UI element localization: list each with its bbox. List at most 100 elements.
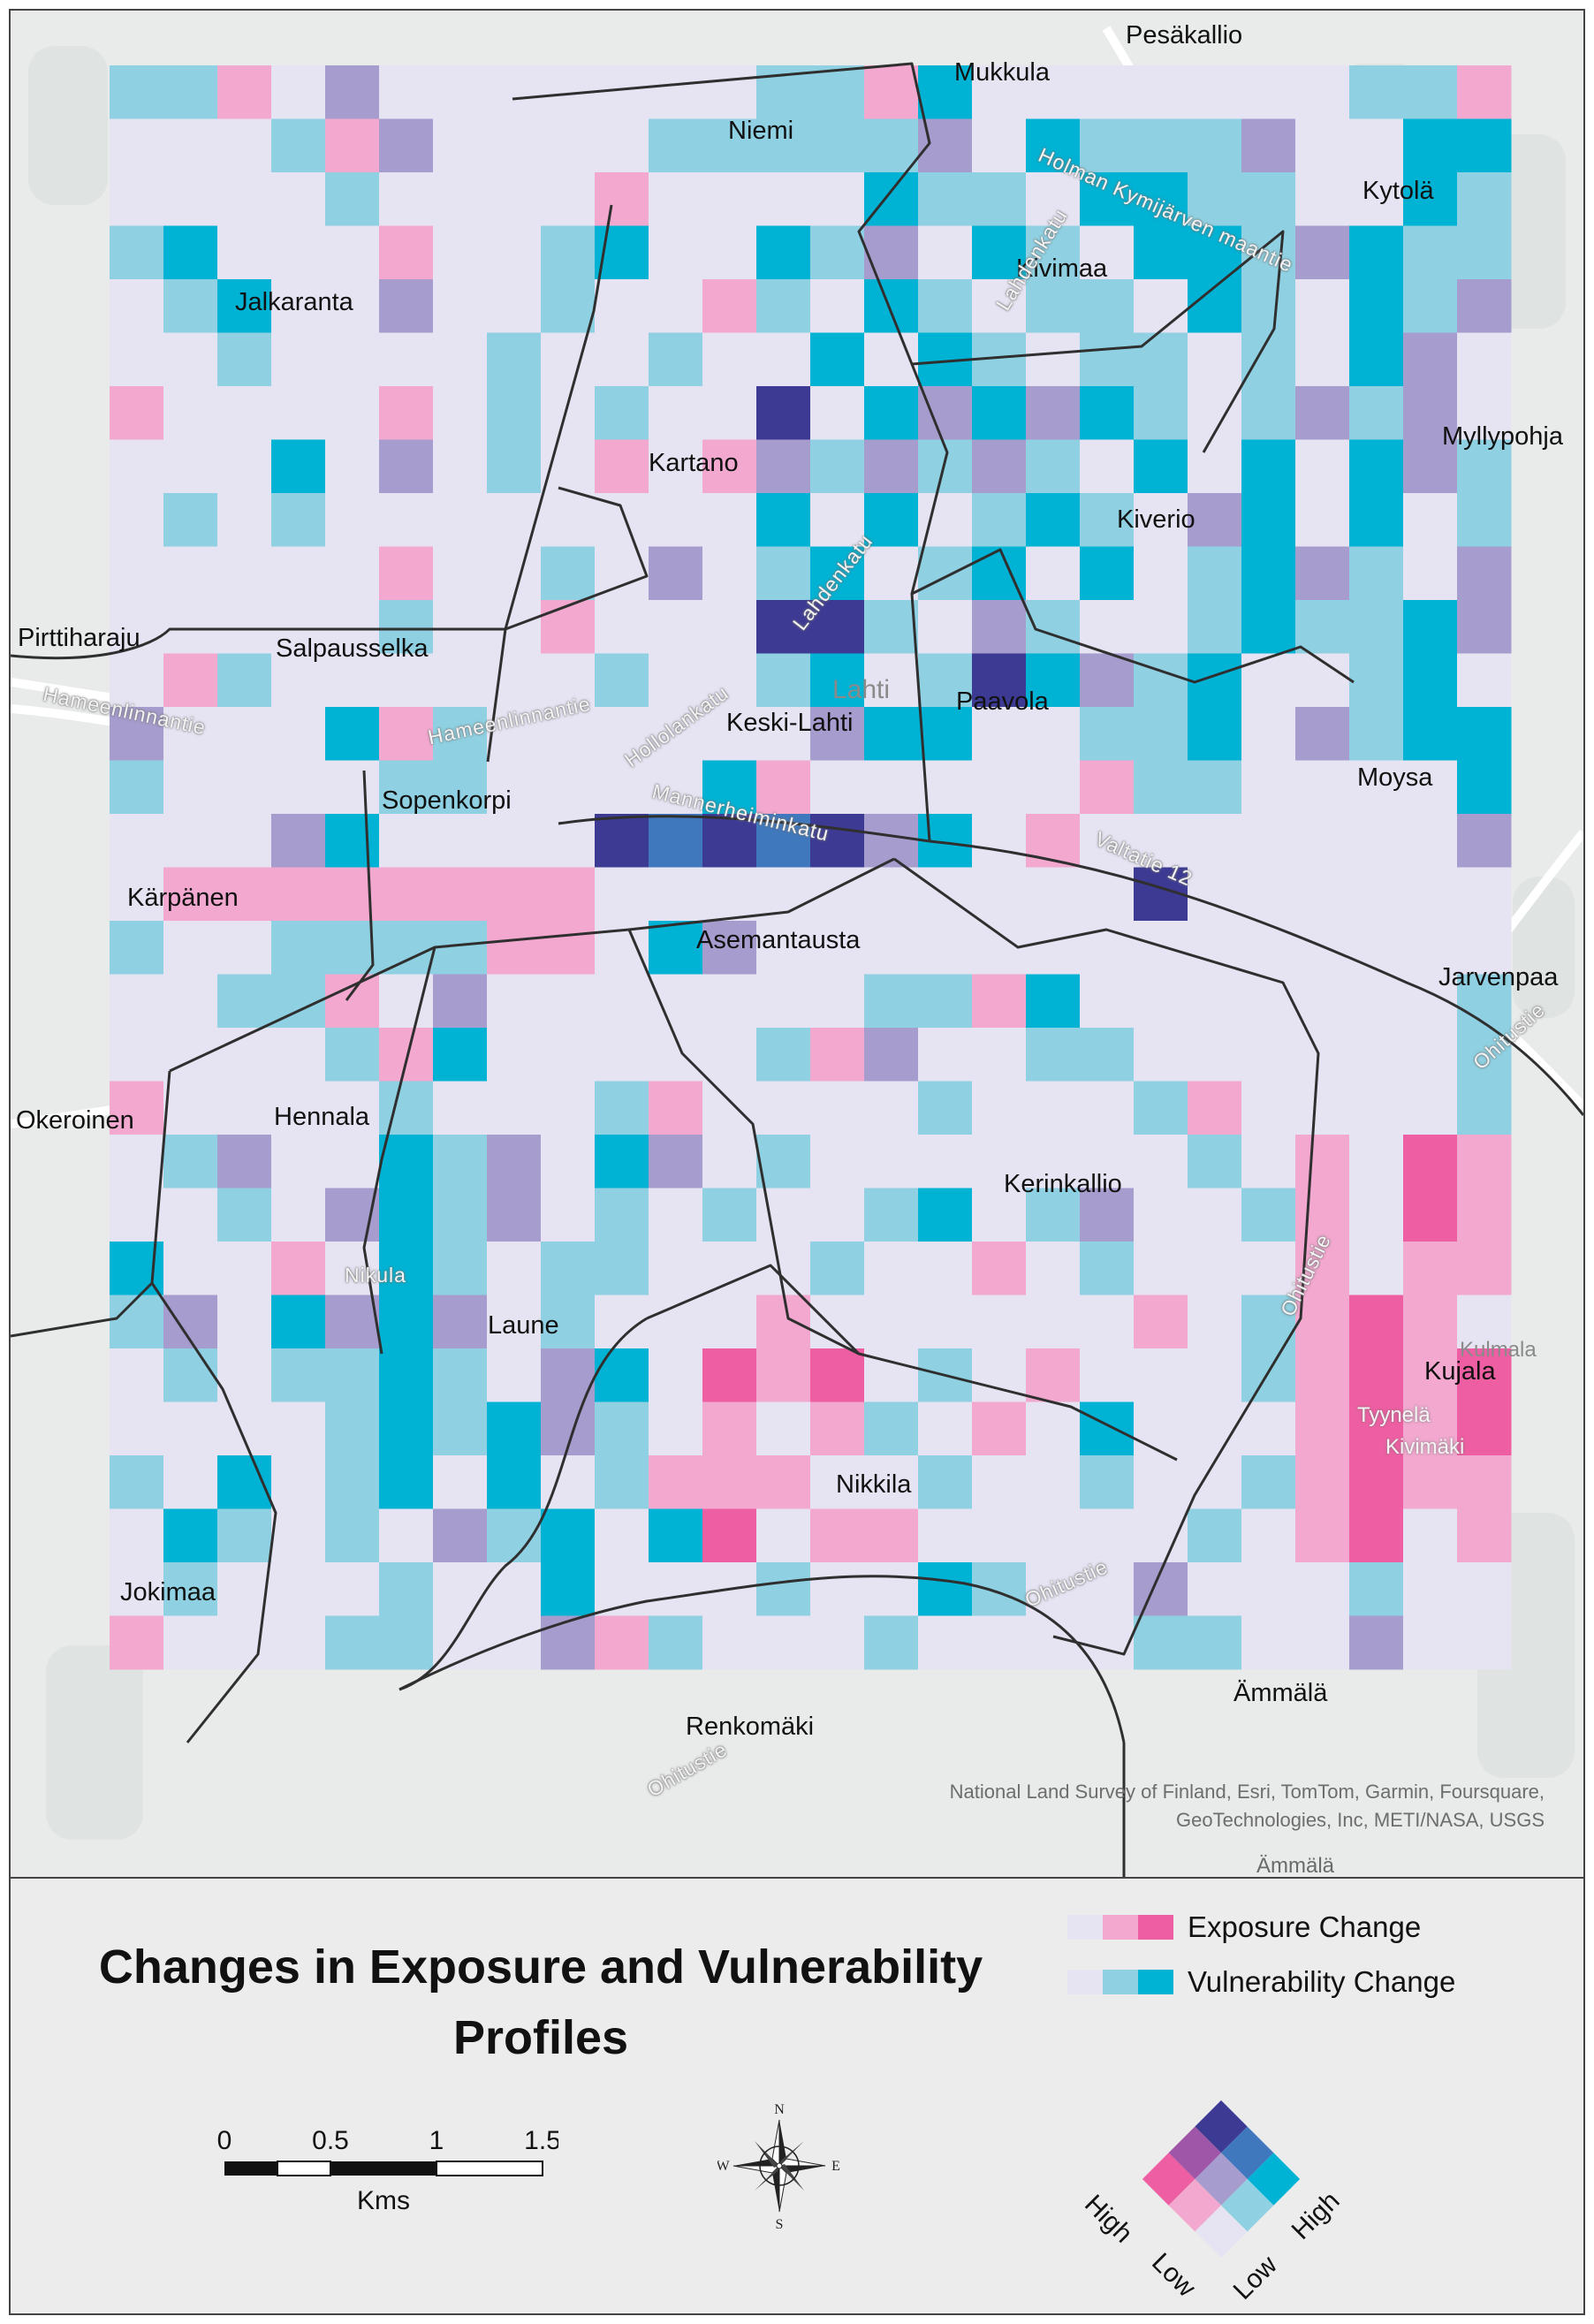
grid-cell [972, 1188, 1027, 1242]
grid-cell [1080, 814, 1135, 868]
grid-cell [918, 279, 973, 333]
grid-cell [1457, 707, 1512, 761]
grid-cell [433, 1295, 488, 1349]
grid-cell [1241, 386, 1296, 440]
grid-cell [1403, 1401, 1458, 1456]
grid-cell [1188, 332, 1242, 387]
grid-cell [864, 386, 919, 440]
grid-cell [1457, 439, 1512, 494]
grid-cell [1403, 867, 1458, 922]
bivariate-low-right: Low [1228, 2250, 1283, 2305]
grid-cell [1026, 118, 1081, 173]
grid-cell [487, 1081, 542, 1135]
grid-cell [918, 546, 973, 601]
grid-cell [271, 493, 326, 547]
grid-cell [918, 974, 973, 1029]
grid-cell [810, 760, 865, 815]
grid-cell [325, 1401, 380, 1456]
grid-cell [972, 653, 1027, 708]
grid-cell [702, 439, 757, 494]
grid-cell [756, 172, 811, 226]
grid-cell [649, 867, 703, 922]
grid-cell [110, 1455, 164, 1509]
grid-cell [1080, 1615, 1135, 1670]
grid-cell [325, 760, 380, 815]
grid-cell [649, 653, 703, 708]
grid-cell [379, 921, 434, 975]
grid-cell [325, 439, 380, 494]
grid-cell [1295, 386, 1350, 440]
grid-cell [649, 760, 703, 815]
district-label-asemantausta: Asemantausta [696, 926, 861, 954]
grid-cell [1188, 814, 1242, 868]
grid-cell [702, 1135, 757, 1189]
grid-cell [379, 118, 434, 173]
grid-cell [110, 974, 164, 1029]
grid-cell [595, 600, 649, 654]
grid-cell [110, 493, 164, 547]
grid-cell [918, 1028, 973, 1082]
grid-cell [271, 172, 326, 226]
grid-cell [595, 1401, 649, 1456]
grid-cell [595, 1028, 649, 1082]
grid-cell [595, 814, 649, 868]
grid-cell [864, 1081, 919, 1135]
grid-cell [1241, 814, 1296, 868]
grid-cell [1134, 1508, 1188, 1563]
grid-cell [1295, 1348, 1350, 1402]
grid-cell [1241, 118, 1296, 173]
grid-cell [756, 225, 811, 280]
grid-cell [864, 279, 919, 333]
scale-bar: 0 0.5 1 1.5 Kms [217, 2126, 558, 2215]
grid-cell [756, 1135, 811, 1189]
grid-cell [110, 760, 164, 815]
grid-cell [972, 1508, 1027, 1563]
grid-cell [1026, 1081, 1081, 1135]
grid-cell [433, 1562, 488, 1616]
grid-cell [1349, 653, 1404, 708]
grid-cell [649, 332, 703, 387]
grid-cell [1349, 225, 1404, 280]
grid-cell [972, 1401, 1027, 1456]
grid-cell [1403, 600, 1458, 654]
grid-cell [433, 1401, 488, 1456]
grid-cell [541, 1188, 596, 1242]
grid-cell [1403, 65, 1458, 119]
grid-cell [325, 707, 380, 761]
grid-cell [487, 225, 542, 280]
grid-cell [1241, 546, 1296, 601]
grid-cell [1188, 600, 1242, 654]
district-label-kivimaa: Kivimaa [1016, 254, 1108, 283]
grid-cell [325, 600, 380, 654]
grid-cell [1188, 118, 1242, 173]
legend-vulnerability: Vulnerability Change [1067, 1965, 1455, 1999]
grid-cell [379, 760, 434, 815]
grid-cell [1241, 1188, 1296, 1242]
grid-cell [110, 1562, 164, 1616]
grid-cell [1349, 600, 1404, 654]
grid-cell [810, 439, 865, 494]
grid-cell [110, 814, 164, 868]
grid-cell [541, 118, 596, 173]
grid-cell [1349, 172, 1404, 226]
grid-cell [487, 867, 542, 922]
district-label-ammala: Ämmälä [1233, 1679, 1328, 1707]
grid-cell [1134, 65, 1188, 119]
compass-n: N [774, 2102, 785, 2117]
grid-cell [433, 1508, 488, 1563]
grid-cell [810, 867, 865, 922]
grid-cell [541, 279, 596, 333]
grid-cell [702, 814, 757, 868]
grid-cell [1188, 1348, 1242, 1402]
grid-cell [702, 1188, 757, 1242]
grid-cell [918, 1562, 973, 1616]
grid-cell [702, 546, 757, 601]
grid-cell [487, 1188, 542, 1242]
grid-cell [649, 1295, 703, 1349]
grid-cell [1403, 1615, 1458, 1670]
grid-cell [1457, 867, 1512, 922]
grid-cell [1026, 279, 1081, 333]
grid-cell [1188, 921, 1242, 975]
grid-cell [1241, 1242, 1296, 1295]
grid-cell [271, 1455, 326, 1509]
